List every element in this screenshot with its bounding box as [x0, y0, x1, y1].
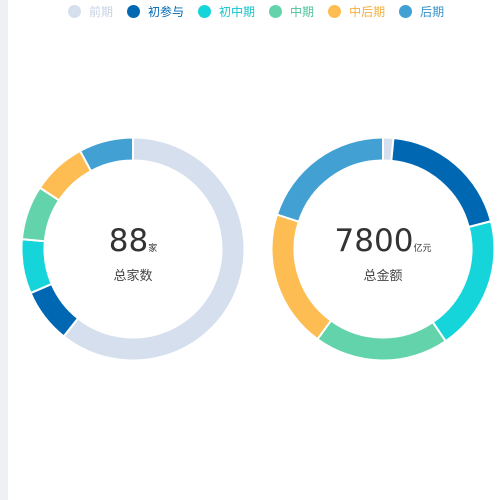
center-value: 7800 — [335, 223, 414, 259]
legend-item[interactable]: 中期 — [269, 3, 314, 20]
center-unit: 家 — [148, 242, 157, 254]
legend-item[interactable]: 中后期 — [328, 3, 385, 20]
donut-slice[interactable] — [316, 319, 448, 362]
donut-slice[interactable] — [78, 136, 134, 173]
center-value-line: 7800亿元 — [335, 223, 432, 259]
legend-item[interactable]: 初中期 — [198, 3, 255, 20]
left-edge-strip — [0, 0, 8, 500]
legend-swatch — [269, 4, 283, 18]
legend-label: 后期 — [420, 4, 445, 19]
legend-swatch — [328, 4, 342, 18]
center-value: 88 — [109, 223, 148, 259]
legend-label: 中期 — [290, 4, 315, 19]
legend-label: 初参与 — [148, 4, 185, 19]
center-unit: 亿元 — [413, 242, 431, 254]
chart-legend: 前期 初参与 初中期 中期 中后期 后期 — [68, 2, 444, 20]
center-value-line: 88家 — [109, 223, 157, 259]
legend-label: 中后期 — [349, 4, 386, 19]
donut-slice[interactable] — [270, 213, 333, 341]
legend-swatch — [198, 4, 212, 18]
legend-item[interactable]: 前期 — [68, 3, 113, 20]
legend-swatch — [68, 4, 81, 18]
center-label: 总家数 — [113, 268, 152, 284]
donut-slice[interactable] — [390, 136, 493, 229]
donut-slice[interactable] — [29, 282, 80, 338]
legend-label: 前期 — [89, 4, 114, 19]
donut-slice[interactable] — [275, 136, 384, 223]
legend-label: 初中期 — [219, 4, 256, 19]
donut-slice[interactable] — [431, 220, 496, 343]
legend-swatch — [399, 4, 413, 18]
legend-item[interactable]: 初参与 — [127, 3, 184, 20]
donut-slice[interactable] — [62, 136, 246, 362]
center-label: 总金额 — [363, 268, 402, 284]
legend-item[interactable]: 后期 — [399, 3, 444, 20]
legend-swatch — [127, 4, 141, 18]
donut-slice[interactable] — [20, 238, 54, 295]
